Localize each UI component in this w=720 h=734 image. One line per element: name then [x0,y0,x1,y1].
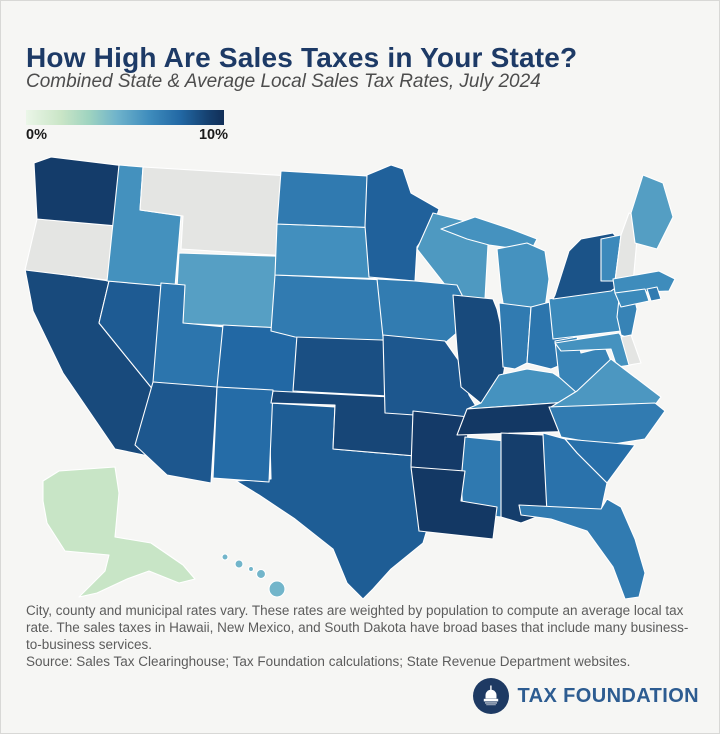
state-shape-md [554,332,632,368]
logo-text: TAX FOUNDATION [517,684,699,707]
us-choropleth-map [24,156,676,600]
state-nc [548,402,666,446]
state-shape-ma [612,270,676,294]
state-shape-me [630,174,674,250]
state-shape-hi [255,568,267,580]
state-shape-la [410,466,498,540]
tax-foundation-logo: TAX FOUNDATION [472,677,699,715]
source-text: Source: Sales Tax Clearinghouse; Tax Fou… [26,654,631,669]
state-az [134,381,218,484]
state-shape-az [134,381,218,484]
state-shape-mo [382,334,480,420]
state-la [410,466,498,540]
state-ma [612,270,676,294]
capitol-dome-icon [473,678,510,714]
state-hi [221,553,286,598]
legend-max-label: 10% [198,127,228,143]
legend-labels: 0% 10% [26,127,228,143]
state-me [630,174,674,250]
state-shape-hi [268,580,286,598]
state-mo [382,334,480,420]
state-shape-fl [518,498,646,600]
legend-min-label: 0% [26,127,47,143]
state-shape-in [498,302,532,370]
page-title: How High Are Sales Taxes in Your State? [26,41,578,73]
state-shape-ct [614,288,650,308]
state-shape-hi [221,553,229,561]
state-md [554,332,632,368]
state-shape-nm [212,386,274,483]
state-ia [376,278,464,344]
state-ak [42,466,196,598]
state-shape-al [500,432,548,524]
state-ar [410,410,470,474]
state-shape-ar [410,410,470,474]
legend-gradient-bar [26,110,224,125]
state-de [620,334,642,366]
state-shape-hi [247,565,255,573]
state-ri [646,286,662,302]
state-shape-ak [42,466,196,598]
footnote-text: City, county and municipal rates vary. T… [26,603,689,652]
state-shape-ia [376,278,464,344]
state-fl [518,498,646,600]
page-subtitle: Combined State & Average Local Sales Tax… [26,71,541,92]
state-ct [614,288,650,308]
state-shape-mi [440,216,538,252]
state-shape-nc [548,402,666,446]
state-al [500,432,548,524]
state-shape-ri [646,286,662,302]
state-nm [212,386,274,483]
state-shape-de [620,334,642,366]
footnote: City, county and municipal rates vary. T… [26,602,702,670]
state-shape-hi [234,559,244,569]
state-in [498,302,532,370]
